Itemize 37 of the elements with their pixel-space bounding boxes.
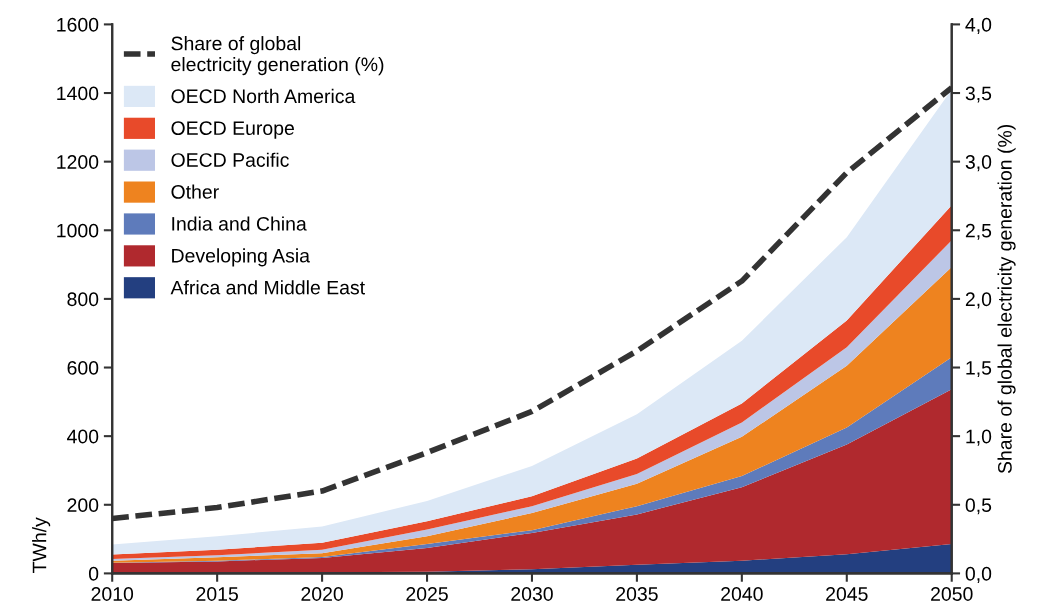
y-tick-label: 1600: [57, 17, 99, 32]
y-tick-label: 800: [67, 292, 99, 307]
legend-label: OECD Europe: [171, 121, 294, 139]
x-tick-label: 2025: [406, 587, 448, 601]
y2-tick-label: 0,5: [965, 498, 992, 515]
x-tick-label: 2010: [91, 587, 134, 601]
y2-axis-title: Share of global electricity generation (%): [997, 125, 1016, 474]
y2-tick-label: 1,5: [966, 361, 992, 378]
legend-label: OECD North America: [171, 88, 356, 104]
x-tick-label: 2015: [196, 587, 238, 601]
x-tick-label: 2035: [616, 587, 658, 601]
y2-tick-label: 3,0: [965, 155, 992, 172]
legend-label: Other: [171, 184, 219, 199]
legend-label: India and China: [172, 216, 307, 231]
y-tick-label: 0: [88, 566, 99, 581]
y2-tick-label: 0,0: [965, 566, 992, 583]
y-tick-label: 1000: [57, 223, 99, 238]
y2-tick-label: 4,0: [965, 17, 992, 34]
x-tick-label: 2050: [931, 587, 973, 601]
y2-tick-label: 1,0: [966, 429, 992, 446]
y2-tick-label: 3,5: [965, 86, 992, 103]
legend-label: Developing Asia: [172, 248, 310, 267]
legend-label: OECD Pacific: [171, 152, 289, 167]
x-tick-label: 2045: [826, 587, 868, 601]
y-tick-label: 1400: [57, 86, 99, 101]
y2-tick-label: 2,0: [965, 292, 992, 309]
x-tick-label: 2030: [511, 587, 553, 601]
y-tick-label: 600: [67, 360, 99, 375]
legend-label: Africa and Middle East: [170, 280, 365, 295]
y-axis-title: TWh/y: [32, 517, 51, 573]
y-tick-label: 200: [67, 498, 99, 513]
y-tick-label: 1200: [57, 155, 99, 169]
y-tick-label: 400: [67, 429, 99, 444]
legend-label: Share of global electricity generation (%): [171, 36, 384, 76]
x-tick-label: 2020: [301, 587, 343, 601]
x-tick-label: 2040: [721, 587, 763, 601]
y2-tick-label: 2,5: [965, 223, 992, 240]
